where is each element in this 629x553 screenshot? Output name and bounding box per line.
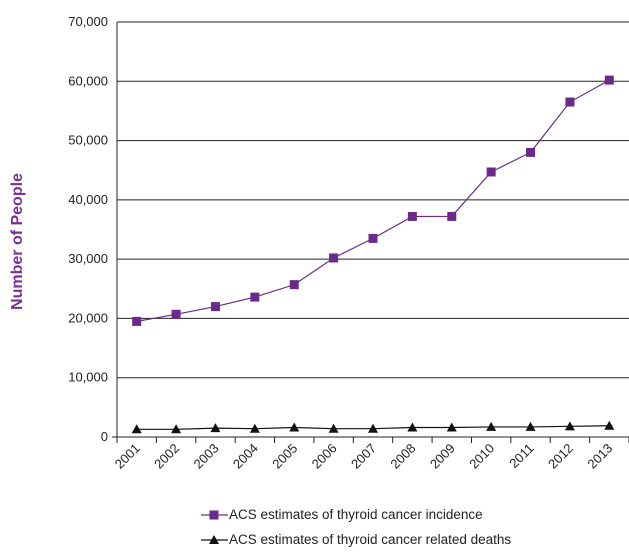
- data-point: [447, 211, 457, 221]
- data-point: [604, 75, 614, 85]
- x-tick-label: 2013: [584, 441, 615, 472]
- y-tick-label: 0: [101, 429, 108, 444]
- x-tick-label: 2012: [545, 441, 576, 472]
- x-tick-label: 2006: [309, 441, 340, 472]
- y-tick-label: 10,000: [68, 370, 108, 385]
- data-point: [368, 233, 378, 243]
- legend-marker: [209, 510, 219, 520]
- data-point: [407, 211, 417, 221]
- data-point: [525, 421, 536, 431]
- data-point: [565, 97, 575, 107]
- data-point: [171, 424, 182, 434]
- data-point: [171, 309, 181, 319]
- series-line: [136, 79, 610, 322]
- x-tick-label: 2008: [387, 441, 418, 472]
- data-point: [289, 422, 300, 432]
- x-tick-label: 2003: [191, 441, 222, 472]
- x-tick-label: 2004: [230, 441, 261, 472]
- series-incidence: [132, 75, 614, 326]
- legend-item: ACS estimates of thyroid cancer related …: [201, 532, 511, 547]
- y-tick-label: 50,000: [68, 133, 108, 148]
- data-point: [564, 421, 575, 431]
- data-point: [210, 302, 220, 312]
- x-tick-label: 2007: [348, 441, 379, 472]
- data-point: [131, 424, 142, 434]
- data-point: [328, 423, 339, 433]
- data-point: [604, 420, 615, 430]
- data-point: [289, 280, 299, 290]
- x-tick-label: 2010: [466, 441, 497, 472]
- y-tick-label: 60,000: [68, 73, 108, 88]
- legend-item: ACS estimates of thyroid cancer incidenc…: [201, 507, 483, 522]
- data-point: [407, 422, 418, 432]
- x-tick-label: 2011: [506, 441, 536, 471]
- data-point: [132, 316, 142, 326]
- data-point: [250, 292, 260, 302]
- x-tick-label: 2005: [269, 441, 300, 472]
- series: [131, 75, 615, 434]
- x-tick-label: 2001: [112, 441, 143, 472]
- data-point: [446, 422, 457, 432]
- y-tick-label: 20,000: [68, 310, 108, 325]
- axes: [112, 22, 629, 443]
- x-tick-label: 2002: [151, 441, 182, 472]
- y-axis-label: Number of People: [9, 173, 26, 310]
- legend-label: ACS estimates of thyroid cancer incidenc…: [229, 507, 483, 522]
- legend: ACS estimates of thyroid cancer incidenc…: [201, 507, 511, 547]
- legend-label: ACS estimates of thyroid cancer related …: [229, 532, 511, 547]
- x-tick-label: 2009: [427, 441, 458, 472]
- gridlines: [117, 21, 629, 379]
- y-tick-label: 70,000: [68, 14, 108, 29]
- data-point: [249, 423, 260, 433]
- data-point: [526, 147, 536, 157]
- data-point: [486, 167, 496, 177]
- y-tick-label: 30,000: [68, 251, 108, 266]
- x-tick-labels: 2001 2002 2003 2004 2005 2006 2007 2008 2009 2010…: [112, 441, 616, 472]
- legend-marker: [209, 535, 219, 544]
- data-point: [329, 253, 339, 263]
- data-point: [486, 421, 497, 431]
- y-tick-labels: 0 10,000 20,000 30,000 40,000 50,000 60,000 70,…: [68, 14, 108, 444]
- data-point: [368, 423, 378, 433]
- data-point: [210, 423, 221, 433]
- series-deaths: [131, 420, 615, 434]
- y-tick-label: 40,000: [68, 192, 108, 207]
